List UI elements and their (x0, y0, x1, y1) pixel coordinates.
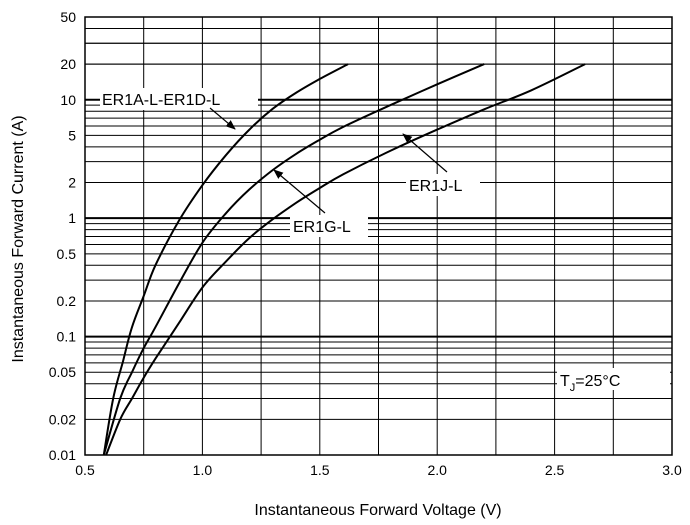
series-layer (102, 63, 586, 456)
y-tick-label: 20 (60, 56, 76, 72)
y-tick-label: 1 (68, 210, 76, 226)
series-line-er1j-l (105, 63, 586, 456)
arrow-er1g (273, 169, 326, 214)
y-tick-label: 0.05 (49, 364, 76, 380)
x-axis-label: Instantaneous Forward Voltage (V) (254, 502, 501, 519)
y-tick-label: 0.01 (49, 447, 76, 463)
series-label-er1j: ER1J-L (409, 178, 462, 195)
tj-subscript: J (570, 382, 576, 394)
plot-frame (84, 16, 673, 456)
series-line-er1g-l (102, 63, 485, 456)
y-axis-label: Instantaneous Forward Current (A) (10, 115, 27, 362)
junction-temperature-label: TJ=25°C (560, 373, 620, 394)
y-tick-label: 0.02 (49, 411, 76, 427)
y-tick-label: 5 (68, 127, 76, 143)
x-tick-label: 2.5 (545, 462, 565, 478)
y-tick-label: 50 (60, 9, 76, 25)
x-tick-label: 3.0 (662, 462, 682, 478)
annotation-layer: ER1A-L-ER1D-L ER1G-L ER1J-L TJ=25°C (100, 88, 670, 394)
series-label-er1a-er1d: ER1A-L-ER1D-L (102, 92, 220, 109)
series-label-er1g: ER1G-L (293, 219, 351, 236)
arrow-er1a-er1d (209, 107, 236, 130)
label-bg-er1j (406, 174, 480, 196)
y-tick-label: 10 (60, 92, 76, 108)
label-bg-tj (557, 368, 670, 390)
x-axis-ticks: 0.5 1.0 1.5 2.0 2.5 3.0 (75, 462, 682, 478)
y-tick-label: 0.5 (57, 246, 77, 262)
tj-prefix: T (560, 373, 570, 390)
x-tick-label: 0.5 (75, 462, 95, 478)
series-line-er1a-l-er1d-l (102, 63, 349, 456)
y-tick-label: 0.1 (57, 329, 77, 345)
x-tick-label: 2.0 (427, 462, 447, 478)
x-tick-label: 1.0 (193, 462, 213, 478)
y-tick-label: 0.2 (57, 293, 77, 309)
x-tick-label: 1.5 (310, 462, 330, 478)
y-axis-ticks: 0.01 0.02 0.05 0.1 0.2 0.5 1 2 5 10 20 50 (49, 9, 76, 463)
y-tick-label: 2 (68, 175, 76, 191)
arrow-er1j (402, 133, 448, 173)
label-bg-er1g (290, 215, 368, 237)
tj-suffix: =25°C (575, 373, 620, 390)
label-bg-er1a-er1d (100, 88, 258, 110)
